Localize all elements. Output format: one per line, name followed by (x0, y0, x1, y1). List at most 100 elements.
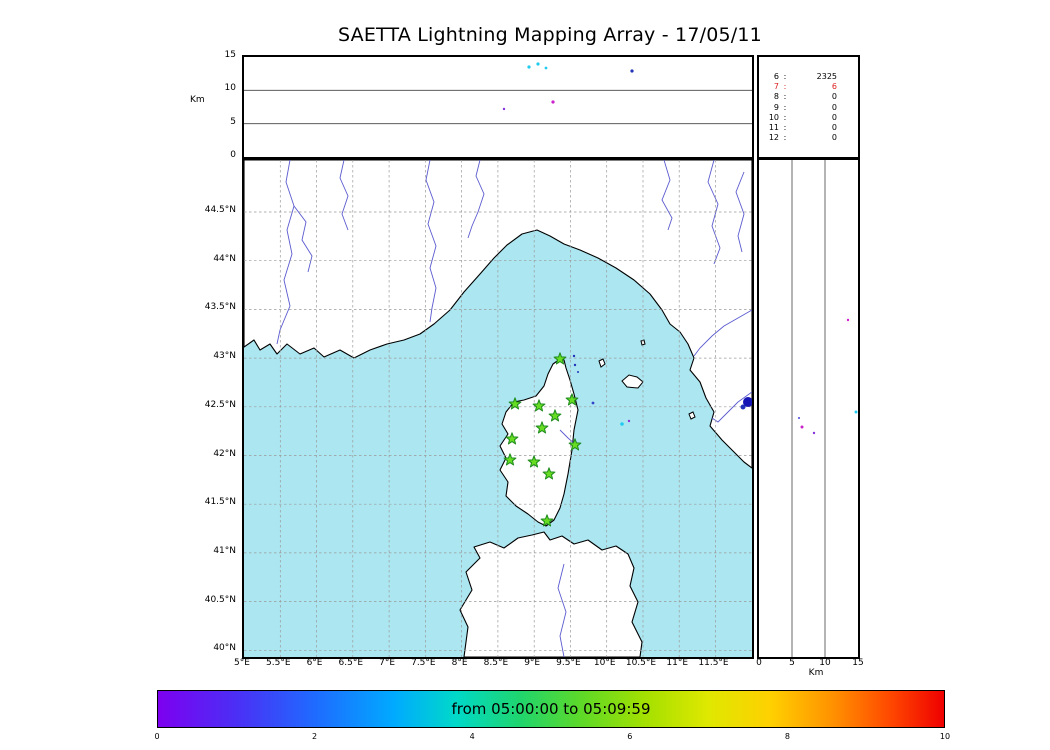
stats-colon: : (783, 123, 787, 133)
river (339, 160, 349, 231)
lon-tick-label: 6°E (306, 658, 323, 668)
alt-ytick-label: 15 (224, 50, 236, 60)
source-dot (536, 62, 540, 66)
river (425, 160, 437, 323)
lma-station-star (548, 409, 562, 422)
lma-station-star (553, 352, 567, 365)
source-dot (544, 66, 548, 70)
lma-station-star (542, 467, 556, 480)
lat-tick-label: 42.5°N (204, 399, 236, 410)
source-dot (577, 371, 579, 373)
stats-row: 6: 2325 (763, 72, 837, 82)
figure-title: SAETTA Lightning Mapping Array - 17/05/1… (338, 24, 762, 46)
stats-row: 11: 0 (763, 123, 837, 133)
stats-rank: 7 (773, 82, 779, 92)
source-dot (740, 404, 746, 410)
stats-colon: : (783, 112, 787, 122)
river (559, 429, 576, 445)
lat-altitude-canvas (791, 160, 858, 657)
stats-rows: 6:2325 7:6 8:0 9:0 10:0 11:0 12:0 (763, 72, 837, 143)
source-dot (551, 100, 555, 104)
colorbar: from 05:00:00 to 05:09:59 (157, 690, 945, 728)
lon-tick-label: 9°E (524, 658, 541, 668)
alt-axis-unit-label: Km (190, 95, 205, 105)
lon-tick-label: 10°E (593, 658, 616, 668)
lon-tick-label: 11°E (666, 658, 689, 668)
river (735, 171, 745, 253)
colorbar-tick-label: 8 (784, 732, 790, 741)
lat-tick-label: 43.5°N (204, 302, 236, 313)
source-dot (527, 65, 531, 69)
colorbar-tick-label: 0 (154, 732, 160, 741)
right-axis-unit-label: Km (808, 668, 824, 678)
stats-count: 0 (831, 133, 837, 143)
lon-tick-label: 7°E (379, 658, 396, 668)
river (711, 391, 752, 423)
stats-rank: 10 (768, 112, 779, 122)
stats-rank: 8 (773, 92, 779, 102)
lon-tick-label: 8°E (451, 658, 468, 668)
stats-count: 6 (831, 82, 837, 92)
coastline (459, 531, 643, 657)
lon-tick-label: 7.5°E (411, 658, 436, 668)
stats-row: 12: 0 (763, 133, 837, 143)
river (557, 563, 567, 657)
source-dot (627, 419, 631, 423)
island (688, 411, 696, 420)
river (293, 205, 313, 273)
altitude-longitude-panel (242, 55, 754, 159)
lma-station-star (532, 399, 546, 412)
lat-tick-label: 44°N (213, 253, 236, 264)
stats-count: 2325 (816, 72, 837, 81)
alt-ytick-label: 0 (230, 149, 236, 160)
lon-tick-label: 6.5°E (338, 658, 364, 668)
lon-tick-label: 5°E (234, 658, 250, 668)
lma-station-star (540, 514, 554, 527)
source-dot (798, 417, 800, 419)
colorbar-tick-label: 4 (469, 732, 475, 741)
colorbar-tick-label: 10 (939, 732, 951, 741)
lat-tick-label: 42°N (213, 448, 236, 459)
source-dot (743, 397, 752, 407)
colorbar-tick-label: 2 (312, 732, 318, 741)
stats-colon: : (783, 92, 787, 102)
coastline (499, 358, 579, 527)
river (661, 160, 673, 231)
lma-station-star (527, 455, 541, 468)
lon-tick-label: 8.5°E (483, 658, 509, 668)
alt-ytick-label: 5 (230, 116, 236, 127)
stats-rank: 11 (768, 123, 779, 133)
lon-tick-label: 9.5°E (556, 658, 581, 668)
source-dot (572, 354, 576, 358)
lat-tick-label: 43°N (213, 351, 236, 362)
alt-ytick-label: 10 (224, 83, 236, 94)
river (707, 160, 721, 265)
stats-count: 0 (831, 112, 837, 122)
altitude-panel-canvas (244, 62, 752, 125)
stats-rank: 9 (773, 102, 779, 112)
stats-row: 7: 6 (763, 82, 837, 92)
map-panel (242, 158, 754, 659)
stats-rank: 12 (768, 133, 779, 143)
lma-station-star (565, 393, 579, 406)
coastline (244, 160, 752, 469)
lon-tick-label: 11.5°E (698, 658, 729, 668)
source-dot (630, 69, 634, 73)
source-dot (591, 401, 595, 405)
source-dot (812, 431, 816, 435)
source-dot (800, 425, 804, 429)
right-xtick-label: 10 (819, 658, 831, 668)
map-canvas (244, 160, 752, 657)
island (598, 358, 606, 368)
stats-count: 0 (831, 123, 837, 133)
lon-tick-label: 5.5°E (266, 658, 291, 668)
lat-tick-label: 40.5°N (204, 594, 236, 605)
river (467, 160, 485, 239)
river (276, 160, 295, 345)
stats-colon: : (783, 133, 787, 143)
stats-colon: : (783, 102, 787, 112)
latitude-altitude-panel (757, 158, 860, 659)
right-xtick-label: 0 (756, 658, 762, 668)
stats-row: 8: 0 (763, 92, 837, 102)
